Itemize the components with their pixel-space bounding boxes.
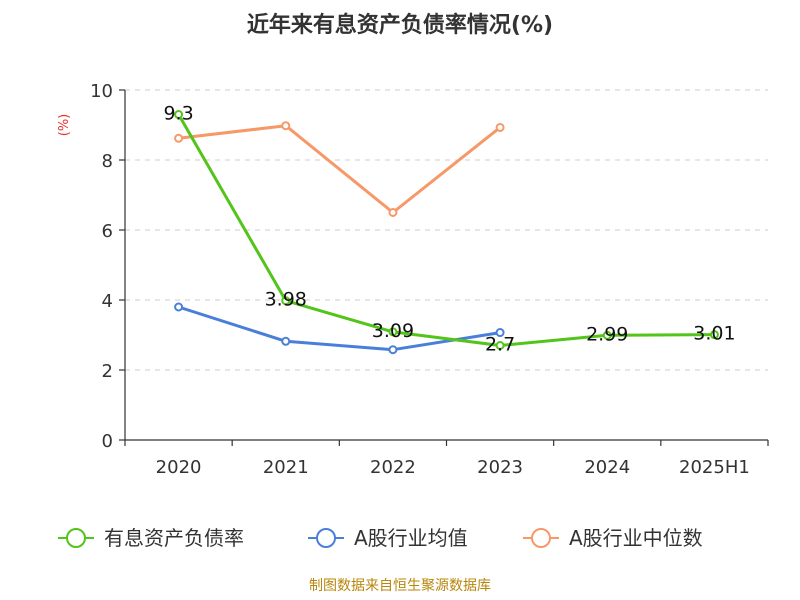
- data-label: 9.3: [163, 103, 193, 125]
- y-tick-label: 2: [102, 361, 113, 382]
- axes: 0 2 4 6 8 10 2020 2021 2022 2023 2024 2025H1: [90, 81, 769, 478]
- source-note: 制图数据来自恒生聚源数据库: [309, 578, 491, 594]
- data-point[interactable]: [602, 330, 612, 340]
- legend-item[interactable]: A股行业均值: [308, 526, 468, 550]
- data-point[interactable]: [495, 122, 505, 132]
- data-label: 3.98: [265, 289, 307, 311]
- legend-label: A股行业中位数: [569, 526, 703, 550]
- legend-label: A股行业均值: [354, 526, 468, 550]
- series-line: [178, 305, 501, 352]
- data-label: 2.7: [485, 334, 515, 356]
- data-point[interactable]: [281, 121, 291, 131]
- y-tick-label: 8: [102, 151, 113, 172]
- data-point[interactable]: [281, 296, 291, 306]
- series-line: [177, 113, 715, 347]
- data-label: 3.09: [372, 320, 414, 342]
- data-point[interactable]: [174, 110, 184, 119]
- legend-label: 有息资产负债率: [104, 526, 244, 550]
- series-points: [174, 110, 719, 355]
- data-point[interactable]: [388, 327, 398, 337]
- data-point[interactable]: [174, 302, 184, 312]
- legend-item[interactable]: A股行业中位数: [523, 526, 703, 550]
- legend-item[interactable]: 有息资产负债率: [58, 526, 244, 550]
- chart-title: 近年来有息资产负债率情况(%): [247, 12, 553, 38]
- grid-lines: [125, 89, 768, 371]
- data-point[interactable]: [495, 341, 505, 350]
- data-labels: 9.3 3.98 3.09 2.7 2.99 3.01: [163, 103, 735, 356]
- x-tick-label: 2021: [263, 457, 309, 478]
- data-point[interactable]: [709, 330, 719, 340]
- legend-swatch-marker: [66, 528, 86, 548]
- data-point[interactable]: [281, 336, 291, 346]
- series-lines: [177, 113, 715, 352]
- series-line: [178, 124, 502, 214]
- data-point[interactable]: [388, 345, 398, 355]
- x-tick-label: 2023: [477, 457, 523, 478]
- x-tick-label: 2024: [584, 457, 630, 478]
- data-label: 2.99: [586, 323, 628, 345]
- x-tick-label: 2022: [370, 457, 416, 478]
- legend-swatch-marker: [531, 528, 551, 548]
- x-tick-label: 2020: [156, 457, 202, 478]
- x-tick-label: 2025H1: [679, 457, 750, 478]
- data-point[interactable]: [174, 133, 184, 143]
- data-point[interactable]: [388, 208, 398, 217]
- data-point[interactable]: [495, 328, 505, 338]
- legend[interactable]: 有息资产负债率 A股行业均值 A股行业中位数: [58, 526, 703, 550]
- y-tick-label: 0: [102, 431, 113, 452]
- legend-swatch-marker: [316, 528, 336, 548]
- y-axis-unit: (%): [57, 114, 72, 137]
- y-tick-label: 10: [90, 81, 113, 102]
- y-tick-label: 4: [102, 291, 113, 312]
- data-label: 3.01: [693, 323, 735, 345]
- y-tick-label: 6: [102, 221, 113, 242]
